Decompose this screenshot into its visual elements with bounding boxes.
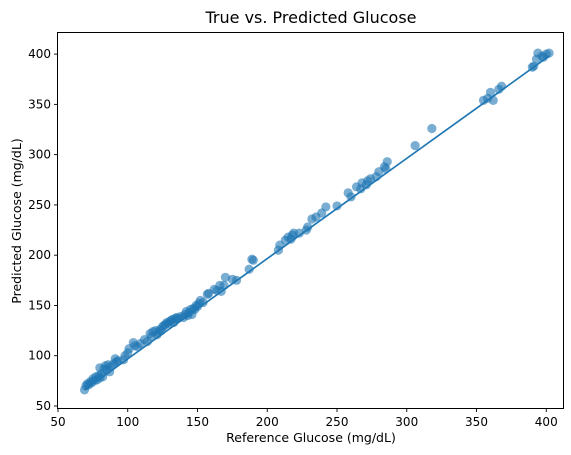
data-point <box>198 297 208 308</box>
x-tick-label: 250 <box>326 415 349 429</box>
x-tick-label: 100 <box>116 415 139 429</box>
data-point <box>544 48 554 58</box>
y-tick-label: 300 <box>28 148 51 162</box>
x-tick-label: 50 <box>50 415 65 429</box>
y-tick-label: 400 <box>28 47 51 61</box>
y-tick-label: 100 <box>28 349 51 363</box>
y-tick-label: 150 <box>28 298 51 312</box>
x-tick-label: 150 <box>186 415 209 429</box>
data-point <box>332 201 342 211</box>
data-point <box>244 264 254 274</box>
x-tick-label: 350 <box>465 415 488 429</box>
plot-area <box>79 48 554 395</box>
data-point <box>427 123 437 134</box>
y-tick-label: 50 <box>36 399 51 413</box>
x-axis-label: Reference Glucose (mg/dL) <box>226 430 396 445</box>
x-tick-label: 200 <box>256 415 279 429</box>
data-point <box>294 228 304 238</box>
data-point <box>410 141 420 151</box>
chart-title: True vs. Predicted Glucose <box>205 8 417 27</box>
data-point <box>248 255 258 265</box>
x-tick-label: 400 <box>535 415 558 429</box>
data-point <box>220 272 230 282</box>
data-point <box>382 157 392 167</box>
data-point <box>485 87 496 97</box>
data-point <box>303 222 313 232</box>
y-axis-label: Predicted Glucose (mg/dL) <box>9 138 24 303</box>
y-tick-label: 200 <box>28 248 51 262</box>
x-axis: 50 100 150 200 250 300 350 400 <box>50 408 558 429</box>
y-tick-label: 250 <box>28 198 51 212</box>
plot-frame <box>57 32 564 409</box>
x-tick-label: 300 <box>395 415 418 429</box>
data-point <box>321 202 331 212</box>
data-point <box>219 280 229 290</box>
fit-line <box>84 55 550 391</box>
y-axis: 50 100 150 200 250 300 350 400 <box>28 47 58 413</box>
y-tick-label: 350 <box>28 97 51 111</box>
